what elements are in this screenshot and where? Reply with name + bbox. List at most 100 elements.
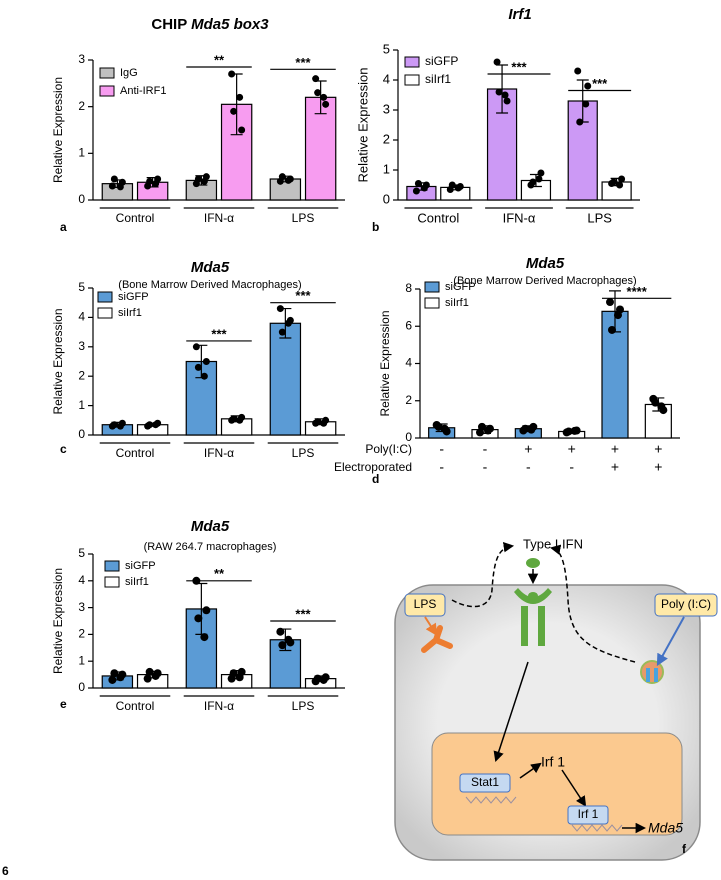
data-point: [448, 181, 456, 189]
data-point: [584, 82, 592, 90]
row-label: Electroporated: [334, 460, 412, 474]
row-value: +: [568, 441, 576, 457]
data-point: [576, 118, 584, 126]
x-tick-label: LPS: [587, 210, 612, 225]
chart-title: Mda5: [191, 518, 230, 535]
data-point: [314, 418, 322, 426]
panel-label: d: [372, 472, 379, 486]
data-point: [194, 175, 202, 183]
x-tick-label: LPS: [292, 699, 315, 713]
data-point: [276, 305, 284, 313]
chart-title: Mda5: [191, 259, 230, 276]
data-point: [320, 93, 328, 101]
data-point: [278, 173, 286, 181]
x-tick-label: Control: [116, 211, 155, 225]
y-tick-label: 4: [78, 573, 85, 587]
dashed-arrow: [451, 541, 515, 608]
legend-swatch: [99, 67, 115, 79]
data-point: [657, 402, 666, 411]
row-value: +: [524, 441, 532, 457]
legend-swatch: [424, 281, 440, 293]
diagram: Type I IFN LPS Poly (I:C) Irf 1 Stat1 Ir…: [394, 536, 718, 861]
x-tick-label: LPS: [292, 211, 315, 225]
title-part: Mda5: [191, 518, 230, 535]
chart-title: CHIP Mda5 box3: [151, 16, 269, 33]
data-point: [108, 182, 116, 190]
data-point: [322, 100, 330, 108]
y-tick-label: 5: [383, 41, 390, 56]
y-tick-label: 5: [78, 546, 85, 560]
data-point: [412, 187, 420, 195]
polyic-box: [654, 593, 718, 617]
data-point: [202, 606, 211, 615]
significance-label: ****: [627, 284, 648, 299]
data-point: [614, 311, 622, 320]
y-tick-label: 3: [78, 600, 85, 614]
data-point: [200, 372, 208, 380]
data-point: [564, 427, 573, 436]
data-point: [236, 416, 244, 424]
data-point: [151, 671, 160, 680]
data-point: [152, 421, 160, 429]
data-point: [228, 70, 236, 78]
data-point: [527, 425, 536, 434]
y-axis-label: Relative Expression: [378, 310, 392, 416]
dna: [571, 824, 623, 832]
tlr4: [421, 625, 453, 653]
data-point: [152, 180, 160, 188]
legend-label: siGFP: [125, 560, 156, 572]
y-tick-label: 1: [78, 146, 85, 160]
significance-label: ***: [511, 59, 527, 74]
data-point: [414, 180, 422, 187]
bar: [269, 322, 302, 436]
y-tick-label: 0: [383, 191, 390, 206]
x-tick-label: IFN-α: [204, 699, 234, 713]
title-part: Mda5: [191, 259, 230, 276]
data-point: [200, 177, 208, 185]
data-point: [535, 175, 543, 183]
data-point: [420, 184, 428, 192]
legend-label: siIrf1: [445, 297, 469, 309]
y-tick-label: 4: [78, 310, 85, 324]
y-tick-label: 8: [405, 281, 412, 295]
data-point: [202, 358, 210, 365]
legend-label: siIrf1: [125, 576, 149, 588]
data-point: [238, 126, 246, 134]
data-point: [434, 422, 443, 431]
data-point: [284, 319, 292, 327]
irf1-box: [567, 805, 609, 825]
legend-label: siGFP: [425, 54, 458, 68]
x-tick-label: IFN-α: [204, 446, 234, 460]
arrow: [561, 769, 587, 807]
data-point: [570, 426, 579, 435]
data-point: [192, 343, 200, 351]
legend-swatch: [104, 576, 120, 588]
legend-swatch: [97, 307, 113, 319]
significance-label: ***: [592, 76, 608, 91]
row-value: -: [569, 459, 574, 475]
data-point: [146, 421, 154, 429]
legend-label: Anti-IRF1: [120, 85, 166, 97]
panel-label: c: [60, 442, 67, 456]
lps-label: LPS: [414, 597, 437, 611]
data-point: [313, 674, 322, 683]
chart-title: Mda5: [526, 255, 565, 272]
data-point: [235, 673, 244, 682]
stat1-box: [459, 773, 511, 793]
data-point: [200, 633, 209, 642]
significance-label: ***: [295, 606, 311, 621]
data-point: [312, 75, 320, 83]
data-point: [314, 89, 322, 97]
stat1-label: Stat1: [471, 775, 499, 789]
data-point: [236, 93, 244, 101]
data-point: [110, 421, 118, 429]
significance-label: ***: [295, 55, 311, 70]
title-part: CHIP: [151, 16, 191, 33]
chart-subtitle: (Bone Marrow Derived Macrophages): [453, 275, 636, 287]
y-tick-label: 4: [405, 356, 412, 370]
significance-label: **: [214, 52, 225, 67]
data-point: [230, 415, 238, 423]
data-point: [608, 325, 616, 334]
data-point: [529, 178, 537, 186]
